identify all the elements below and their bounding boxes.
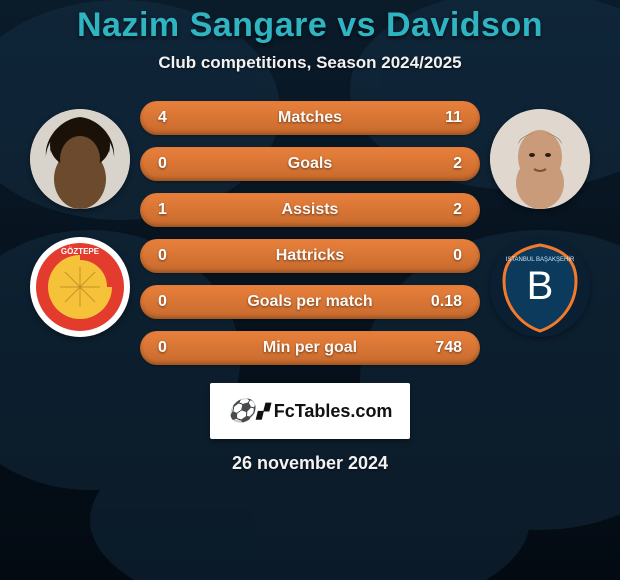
right-column: B ISTANBUL BAŞAKŞEHİR [480, 101, 600, 337]
stat-row: 0Goals per match0.18 [140, 285, 480, 319]
stat-value-right: 748 [422, 339, 462, 357]
club-left-badge-icon: GÖZTEPE [30, 237, 130, 337]
footer-brand-text: FcTables.com [274, 401, 393, 422]
stat-value-right: 11 [422, 109, 462, 127]
main-row: GÖZTEPE 4Matches11 0Goals2 1Assists2 0Hattr… [0, 101, 620, 365]
footer-logo-chart-icon: ▞ [257, 403, 268, 420]
stat-row: 0Hattricks0 [140, 239, 480, 273]
svg-text:ISTANBUL BAŞAKŞEHİR: ISTANBUL BAŞAKŞEHİR [506, 256, 575, 263]
stat-value-left: 0 [158, 293, 198, 311]
player-right-avatar [490, 109, 590, 209]
footer-logo-icon: ⚽ [228, 398, 255, 424]
stat-value-left: 0 [158, 339, 198, 357]
stat-value-right: 0.18 [422, 293, 462, 311]
stat-row: 4Matches11 [140, 101, 480, 135]
stat-value-right: 2 [422, 201, 462, 219]
stat-row: 1Assists2 [140, 193, 480, 227]
left-column: GÖZTEPE [20, 101, 140, 337]
stat-value-right: 2 [422, 155, 462, 173]
subtitle: Club competitions, Season 2024/2025 [158, 53, 461, 73]
club-right-badge-icon: B ISTANBUL BAŞAKŞEHİR [490, 237, 590, 337]
date-text: 26 november 2024 [232, 453, 388, 474]
player-right-face-icon [490, 109, 590, 209]
club-right-badge: B ISTANBUL BAŞAKŞEHİR [490, 237, 590, 337]
stat-value-left: 1 [158, 201, 198, 219]
player-left-face-icon [30, 109, 130, 209]
content-root: Nazim Sangare vs Davidson Club competiti… [0, 0, 620, 580]
footer-brand-badge: ⚽ ▞ FcTables.com [210, 383, 410, 439]
stat-value-right: 0 [422, 247, 462, 265]
player-left-avatar [30, 109, 130, 209]
svg-text:B: B [527, 264, 554, 308]
club-left-badge: GÖZTEPE [30, 237, 130, 337]
stat-value-left: 0 [158, 247, 198, 265]
stat-row: 0Goals2 [140, 147, 480, 181]
svg-text:GÖZTEPE: GÖZTEPE [61, 247, 100, 256]
page-title: Nazim Sangare vs Davidson [77, 6, 543, 45]
stat-row: 0Min per goal748 [140, 331, 480, 365]
stat-value-left: 0 [158, 155, 198, 173]
stat-value-left: 4 [158, 109, 198, 127]
stats-column: 4Matches11 0Goals2 1Assists2 0Hattricks0 0Go… [140, 101, 480, 365]
